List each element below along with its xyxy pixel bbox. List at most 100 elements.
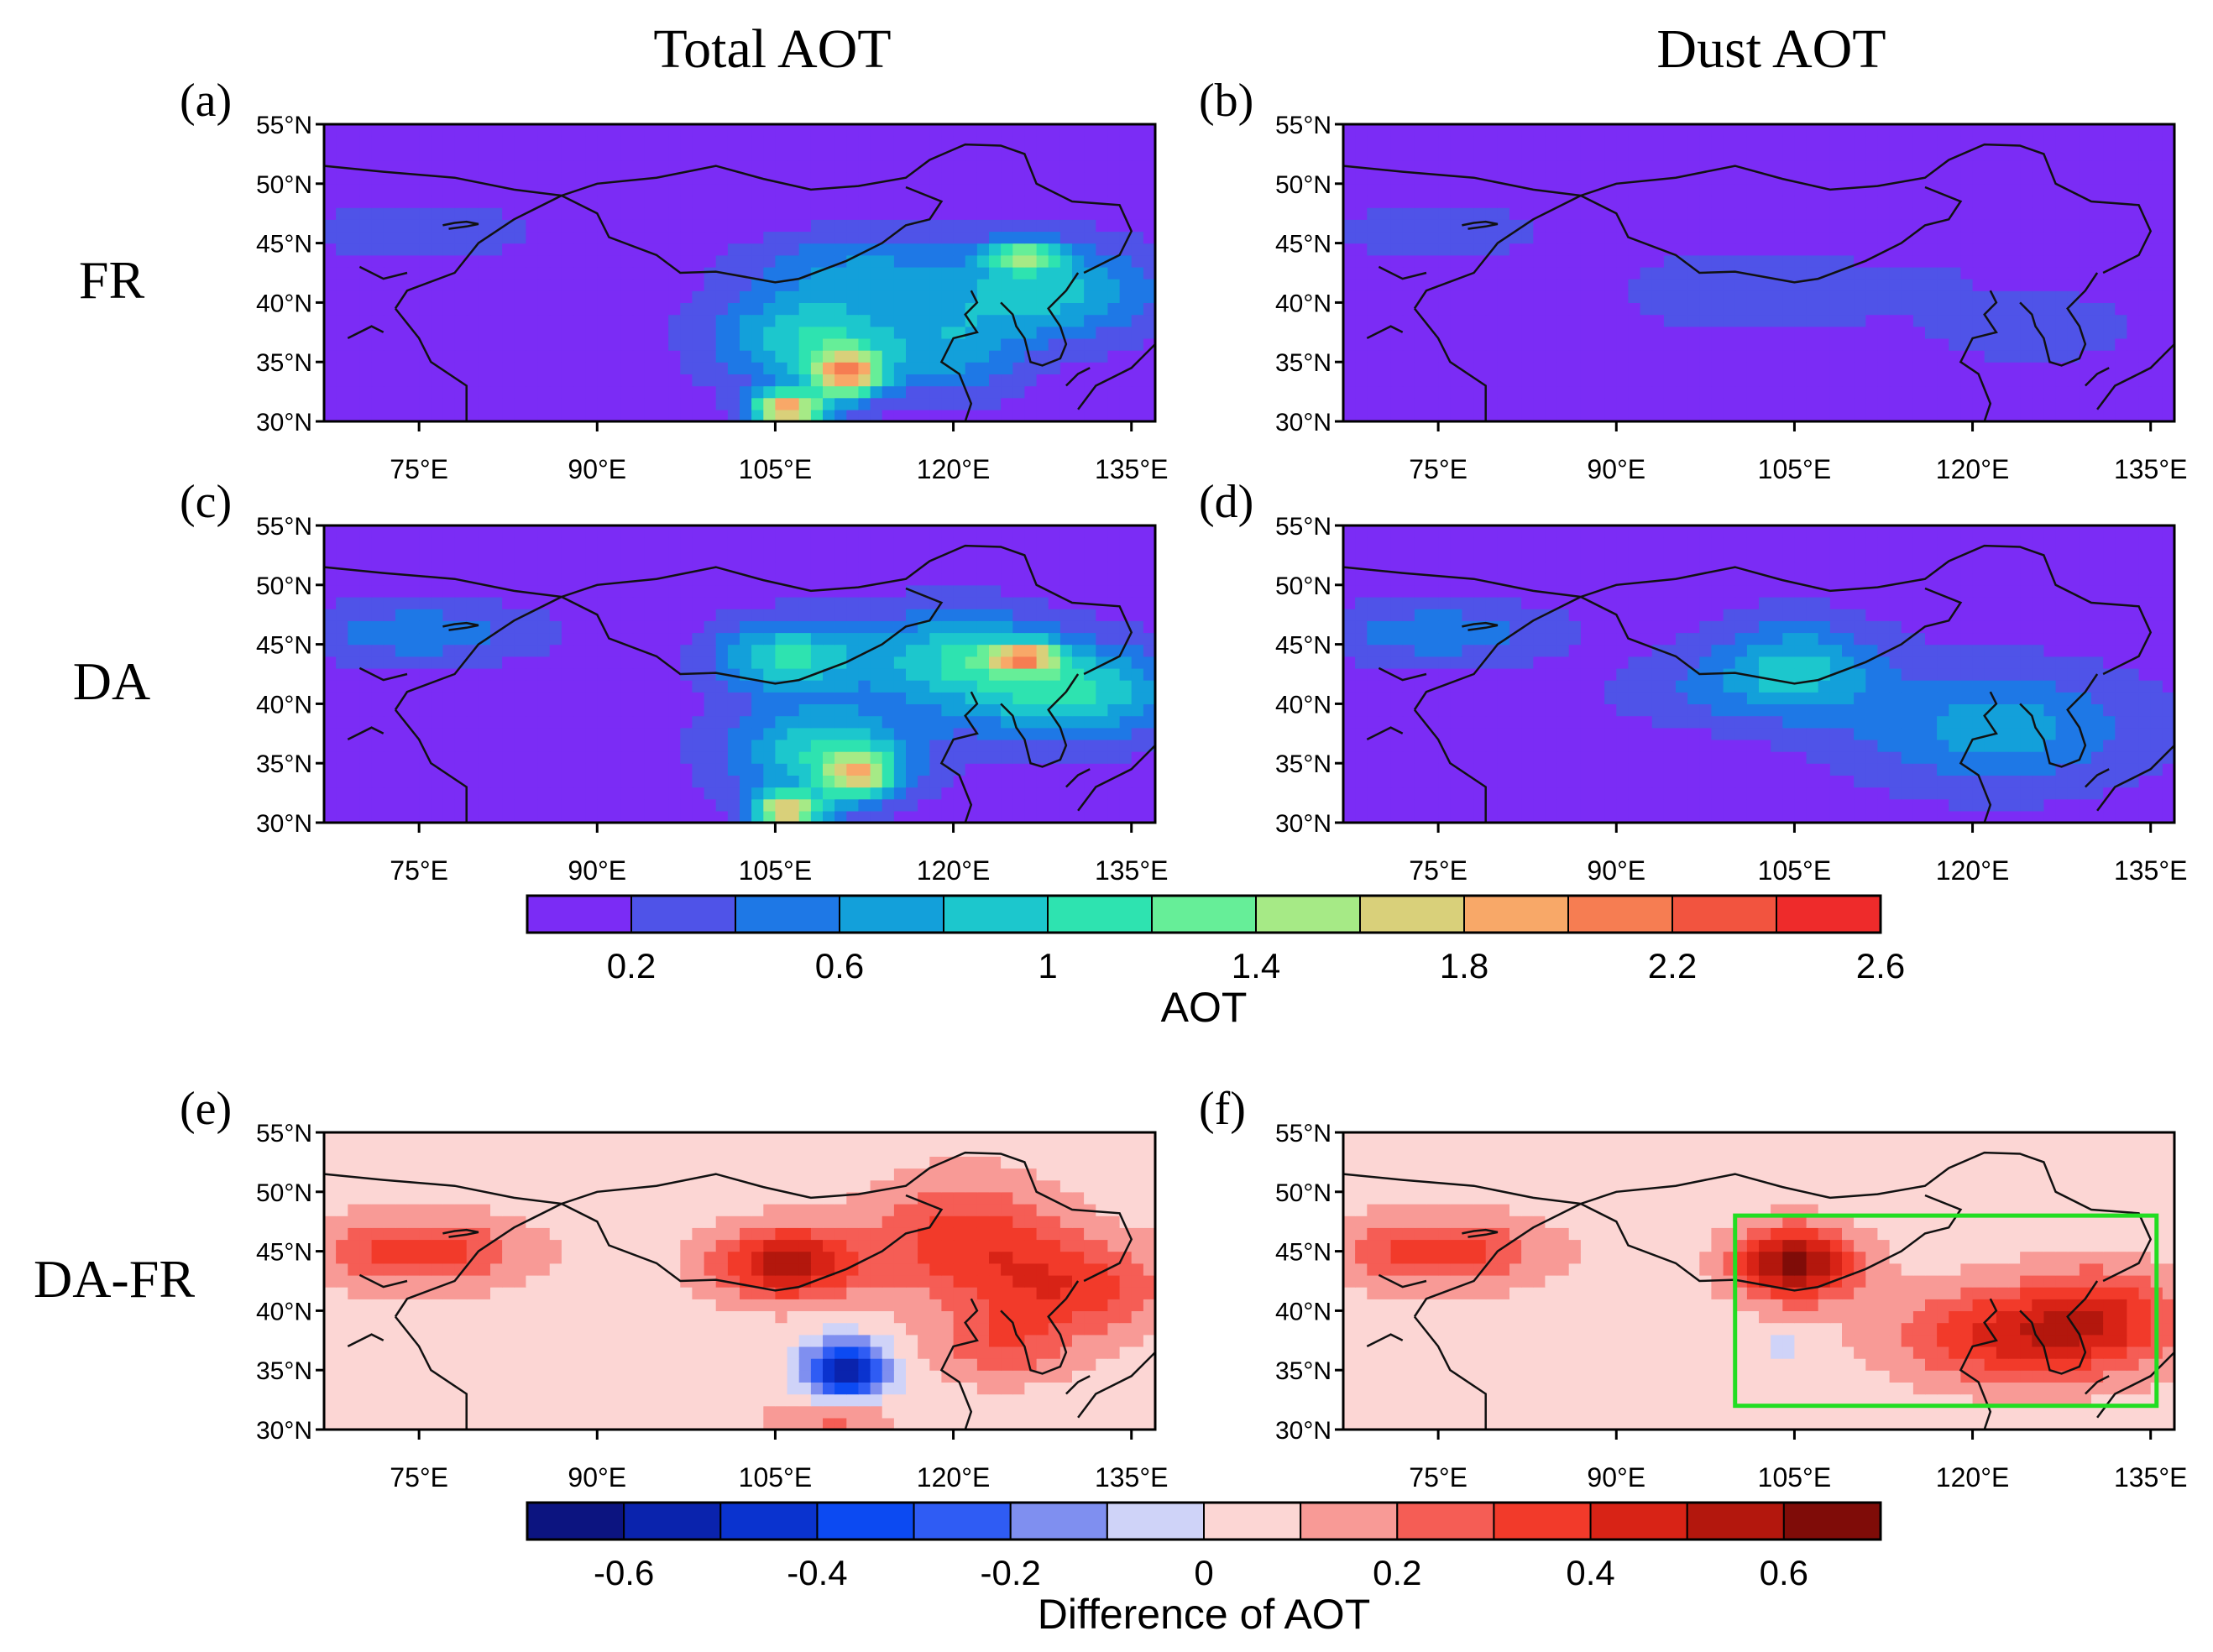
heatmap-cell (727, 620, 740, 634)
heatmap-cell (2127, 314, 2140, 327)
heatmap-cell (549, 397, 562, 410)
heatmap-cell (442, 254, 456, 268)
heatmap-cell (846, 254, 859, 268)
heatmap-cell (609, 397, 622, 410)
heatmap-cell (834, 385, 847, 399)
heatmap-cell (2091, 136, 2104, 149)
heatmap-cell (751, 739, 764, 752)
heatmap-cell (1806, 231, 1819, 244)
heatmap-cell (1925, 326, 1938, 339)
heatmap-cell (906, 397, 918, 410)
heatmap-cell (1343, 148, 1356, 161)
heatmap-cell (609, 680, 622, 693)
heatmap-cell (359, 609, 373, 621)
heatmap-cell (1556, 302, 1570, 316)
heatmap-cell (657, 609, 669, 621)
heatmap-cell (371, 692, 385, 704)
heatmap-cell (632, 290, 646, 303)
heatmap-cell (359, 787, 373, 800)
heatmap-cell (740, 763, 752, 776)
heatmap-cell (620, 397, 634, 410)
heatmap-cell (692, 279, 705, 291)
heatmap-cell (537, 680, 551, 693)
heatmap-cell (941, 124, 955, 137)
heatmap-cell (1084, 254, 1096, 268)
heatmap-cell (490, 326, 503, 339)
heatmap-cell (1001, 231, 1013, 244)
heatmap-cell (348, 703, 360, 717)
heatmap-cell (549, 243, 562, 256)
heatmap-cell (1084, 620, 1096, 634)
heatmap-cell (1794, 350, 1808, 363)
map-outline (1413, 194, 1582, 310)
heatmap-cell (1949, 136, 1961, 149)
heatmap-cell (561, 314, 574, 327)
heatmap-cell (882, 243, 895, 256)
heatmap-cell (1379, 362, 1392, 374)
heatmap-cell (383, 620, 396, 634)
heatmap-cell (609, 798, 622, 812)
heatmap-cell (657, 798, 669, 812)
heatmap-cell (1001, 254, 1013, 268)
heatmap-cell (466, 632, 479, 646)
heatmap-cell (371, 231, 385, 244)
heatmap-cell (715, 290, 729, 303)
heatmap-cell (2115, 159, 2127, 173)
heatmap-cell (1996, 171, 2009, 185)
heatmap-cell (763, 775, 776, 788)
heatmap-cell (324, 196, 337, 208)
heatmap-cell (680, 775, 693, 788)
heatmap-cell (549, 620, 562, 634)
heatmap-cell (1001, 207, 1013, 220)
heatmap-cell (727, 397, 740, 410)
heatmap-cell (751, 374, 764, 387)
heatmap-cell (1390, 207, 1404, 220)
heatmap-cell (834, 397, 847, 410)
heatmap-cell (692, 644, 705, 657)
heatmap-cell (823, 159, 835, 173)
heatmap-cell (1473, 243, 1487, 256)
heatmap-cell (1096, 727, 1108, 740)
heatmap-cell (620, 692, 634, 704)
heatmap-cell (1379, 385, 1392, 399)
heatmap-cell (1640, 159, 1653, 173)
heatmap-cell (989, 680, 1002, 693)
heatmap-cell (514, 810, 526, 823)
heatmap-cell (976, 739, 990, 752)
heatmap-cell (989, 584, 1002, 598)
heatmap-cell (929, 266, 942, 280)
heatmap-cell (632, 584, 646, 598)
heatmap-cell (336, 810, 348, 823)
heatmap-cell (810, 337, 824, 351)
heatmap-cell (359, 680, 373, 693)
heatmap-cell (1912, 409, 1926, 422)
heatmap-cell (893, 739, 907, 752)
heatmap-cell (2043, 290, 2057, 303)
heatmap-cell (1438, 397, 1451, 410)
heatmap-cell (751, 397, 764, 410)
heatmap-cell (537, 159, 551, 173)
heatmap-cell (1556, 136, 1570, 149)
heatmap-cell (383, 787, 396, 800)
heatmap-cell (371, 159, 385, 173)
heatmap-cell (1794, 231, 1808, 244)
heatmap-cell (573, 266, 586, 280)
heatmap-cell (1107, 798, 1121, 812)
heatmap-cell (846, 775, 859, 788)
heatmap-cell (704, 350, 717, 363)
heatmap-cell (1072, 183, 1085, 196)
heatmap-cell (989, 692, 1002, 704)
heatmap-cell (371, 362, 385, 374)
heatmap-cell (763, 231, 776, 244)
heatmap-cell (929, 350, 942, 363)
heatmap-cell (1723, 171, 1736, 185)
heatmap-cell (1521, 231, 1534, 244)
heatmap-cell (597, 397, 609, 410)
heatmap-cell (1818, 254, 1831, 268)
heatmap-cell (918, 810, 930, 823)
heatmap-cell (561, 692, 574, 704)
heatmap-cell (371, 326, 385, 339)
heatmap-cell (1676, 314, 1688, 327)
heatmap-cell (1818, 337, 1831, 351)
heatmap-cell (1107, 775, 1121, 788)
